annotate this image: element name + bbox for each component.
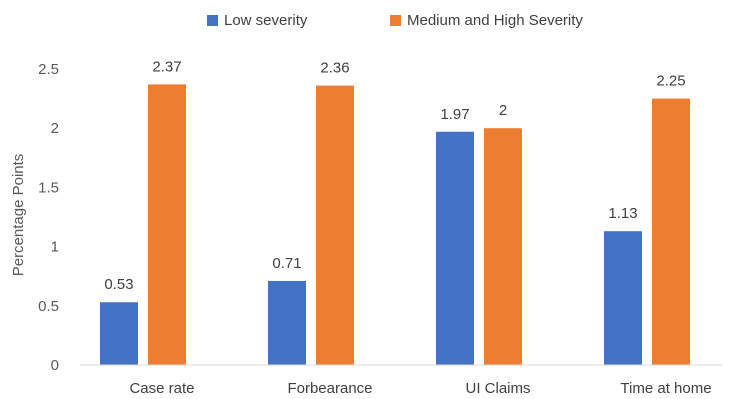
y-tick-label: 1 — [51, 239, 59, 256]
legend-label: Medium and High Severity — [407, 12, 583, 29]
bar-low-severity — [268, 280, 306, 365]
x-category-label: Time at home — [620, 380, 711, 397]
data-label: 1.13 — [608, 205, 637, 222]
x-category-label: Case rate — [129, 380, 194, 397]
bar-low-severity — [436, 131, 474, 365]
bars — [100, 84, 690, 366]
y-axis-label: Percentage Points — [10, 154, 27, 277]
data-label: 0.71 — [272, 255, 301, 272]
data-label: 2.37 — [152, 58, 181, 75]
data-label: 2.25 — [656, 73, 685, 90]
x-category-label: UI Claims — [465, 380, 530, 397]
bar-medium-high-severity — [484, 128, 522, 365]
data-label: 0.53 — [104, 276, 133, 293]
x-axis-categories: Case rate Forbearance UI Claims Time at hom… — [129, 380, 711, 397]
bar-low-severity — [604, 231, 642, 365]
bar-medium-high-severity — [652, 98, 690, 365]
y-tick-label: 2 — [51, 120, 59, 137]
legend-swatch — [207, 15, 218, 26]
y-axis-ticks: 0 0.5 1 1.5 2 2.5 — [38, 61, 59, 374]
y-tick-label: 2.5 — [38, 61, 59, 78]
x-category-label: Forbearance — [287, 380, 372, 397]
bar-medium-high-severity — [316, 85, 354, 366]
bar-low-severity — [100, 302, 138, 365]
legend: Low severity Medium and High Severity — [207, 12, 583, 29]
data-labels: 0.53 2.37 0.71 2.36 1.97 2 1.13 2.25 — [104, 58, 685, 293]
legend-label: Low severity — [224, 12, 308, 29]
data-label: 2 — [499, 102, 507, 119]
data-label: 2.36 — [320, 60, 349, 77]
data-label: 1.97 — [440, 106, 469, 123]
y-tick-label: 0 — [51, 357, 59, 374]
legend-swatch — [390, 15, 401, 26]
y-tick-label: 1.5 — [38, 179, 59, 196]
y-tick-label: 0.5 — [38, 298, 59, 315]
bar-medium-high-severity — [148, 84, 186, 365]
